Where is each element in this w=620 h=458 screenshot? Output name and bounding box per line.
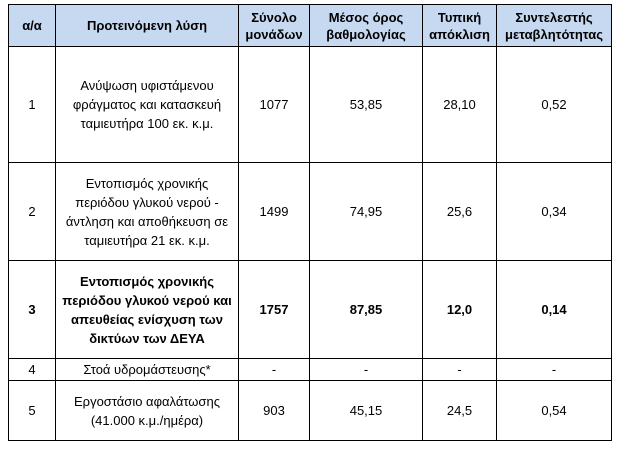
table-row: 3 Εντοπισμός χρονικής περιόδου γλυκού νε… — [8, 260, 612, 359]
results-table: α/α Προτεινόμενη λύση Σύνολο μονάδων Μέσ… — [8, 4, 612, 441]
row-index: 1 — [8, 46, 56, 163]
header-cv: Συντελεστής μεταβλητότητας — [496, 4, 612, 47]
row-cv: - — [496, 358, 612, 381]
row-solution: Εντοπισμός χρονικής περιόδου γλυκού νερο… — [55, 162, 239, 261]
header-mean-score: Μέσος όρος βαθμολογίας — [309, 4, 423, 47]
row-index: 3 — [8, 260, 56, 359]
table-row: 4 Στοά υδρομάστευσης* - - - - — [8, 358, 612, 381]
row-std-dev: 12,0 — [422, 260, 497, 359]
row-std-dev: - — [422, 358, 497, 381]
row-index: 2 — [8, 162, 56, 261]
row-total-units: 1077 — [238, 46, 310, 163]
row-solution: Εντοπισμός χρονικής περιόδου γλυκού νερο… — [55, 260, 239, 359]
header-std-dev: Τυπική απόκλιση — [422, 4, 497, 47]
header-solution: Προτεινόμενη λύση — [55, 4, 239, 47]
row-total-units: 1757 — [238, 260, 310, 359]
row-cv: 0,14 — [496, 260, 612, 359]
row-cv: 0,52 — [496, 46, 612, 163]
row-cv: 0,34 — [496, 162, 612, 261]
row-mean-score: - — [309, 358, 423, 381]
header-index: α/α — [8, 4, 56, 47]
row-mean-score: 74,95 — [309, 162, 423, 261]
row-mean-score: 87,85 — [309, 260, 423, 359]
row-solution: Ανύψωση υφιστάμενου φράγματος και κατασκ… — [55, 46, 239, 163]
row-total-units: 1499 — [238, 162, 310, 261]
row-index: 4 — [8, 358, 56, 381]
row-solution: Στοά υδρομάστευσης* — [55, 358, 239, 381]
row-cv: 0,54 — [496, 380, 612, 441]
row-total-units: 903 — [238, 380, 310, 441]
row-mean-score: 53,85 — [309, 46, 423, 163]
row-std-dev: 28,10 — [422, 46, 497, 163]
table-row: 1 Ανύψωση υφιστάμενου φράγματος και κατα… — [8, 46, 612, 163]
row-std-dev: 24,5 — [422, 380, 497, 441]
row-index: 5 — [8, 380, 56, 441]
row-mean-score: 45,15 — [309, 380, 423, 441]
table-row: 2 Εντοπισμός χρονικής περιόδου γλυκού νε… — [8, 162, 612, 261]
row-std-dev: 25,6 — [422, 162, 497, 261]
table-row: 5 Εργοστάσιο αφαλάτωσης (41.000 κ.μ./ημέ… — [8, 380, 612, 441]
header-total-units: Σύνολο μονάδων — [238, 4, 310, 47]
row-solution: Εργοστάσιο αφαλάτωσης (41.000 κ.μ./ημέρα… — [55, 380, 239, 441]
header-row: α/α Προτεινόμενη λύση Σύνολο μονάδων Μέσ… — [8, 4, 612, 47]
row-total-units: - — [238, 358, 310, 381]
